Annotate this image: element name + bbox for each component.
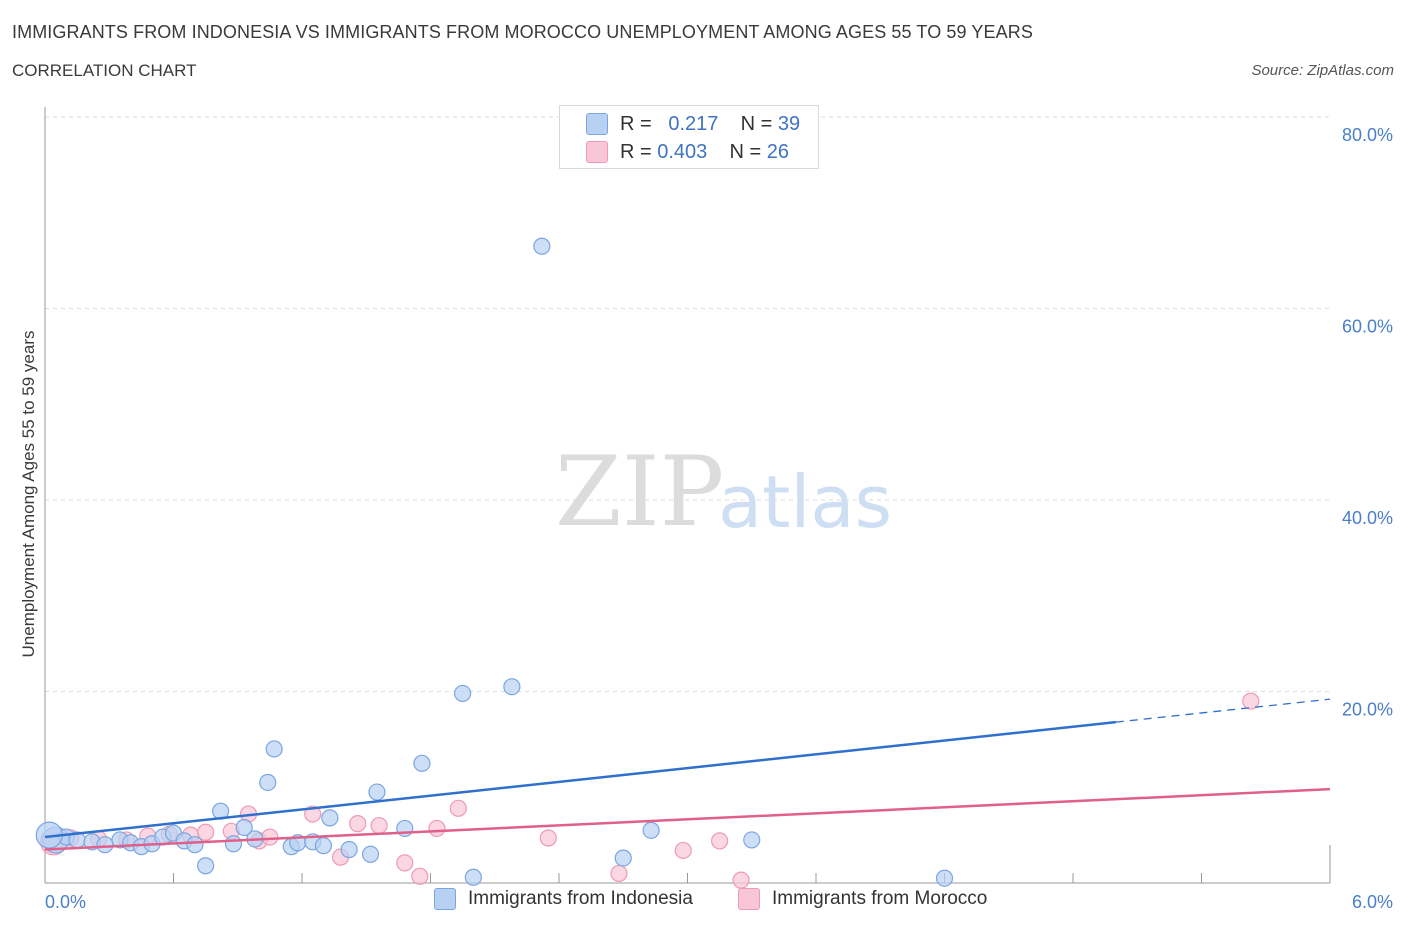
point-morocco	[411, 867, 429, 885]
point-morocco	[261, 828, 279, 846]
legend-row-morocco: R = 0.403 N = 26	[586, 139, 789, 165]
x-tick-label: 0.0%	[45, 892, 86, 912]
tick-labels: 20.0% 40.0% 60.0% 80.0% 0.0% 6.0% Unemployment…	[19, 125, 1393, 912]
point-morocco	[449, 799, 467, 817]
point-morocco	[610, 864, 628, 883]
trend-line-indonesia	[44, 720, 1116, 839]
x-tick-label: 6.0%	[1352, 892, 1393, 912]
legend-n-value: 39	[777, 112, 801, 135]
legend-r-value: 0.403	[657, 140, 708, 163]
point-morocco	[732, 871, 750, 889]
y-tick-label: 20.0%	[1342, 700, 1393, 720]
point-morocco	[711, 832, 729, 850]
point-indonesia	[361, 845, 380, 863]
point-indonesia	[614, 849, 632, 867]
y-tick-label: 80.0%	[1342, 125, 1393, 145]
legend-n-value: 26	[766, 140, 790, 163]
legend-r-label: R =	[620, 112, 652, 135]
trend-line-morocco	[44, 787, 1331, 851]
legend-r-value: 0.217	[668, 112, 719, 135]
point-indonesia	[935, 869, 954, 887]
trend-lines	[44, 698, 1331, 851]
watermark: ZIP atlas	[555, 436, 892, 548]
point-morocco	[674, 841, 692, 860]
point-morocco	[428, 819, 446, 838]
point-indonesia	[642, 821, 660, 839]
point-indonesia	[314, 837, 333, 855]
point-indonesia	[235, 818, 253, 837]
bottom-legend-label-morocco: Immigrants from Morocco	[772, 888, 988, 909]
point-indonesia	[186, 836, 204, 854]
point-morocco	[1242, 692, 1260, 710]
legend-swatch-morocco	[586, 141, 608, 163]
point-morocco	[539, 829, 557, 847]
point-morocco	[370, 816, 388, 835]
point-indonesia	[259, 773, 277, 792]
point-morocco	[304, 805, 322, 823]
bottom-legend-morocco: Immigrants from Morocco	[738, 888, 987, 910]
bottom-legend-indonesia: Immigrants from Indonesia	[434, 888, 693, 910]
point-indonesia	[413, 754, 431, 772]
gridlines	[45, 116, 1330, 692]
point-indonesia	[197, 857, 215, 875]
point-indonesia	[368, 783, 386, 801]
point-indonesia	[224, 835, 243, 853]
axes	[44, 107, 1331, 884]
point-indonesia	[265, 740, 283, 758]
bottom-legend-swatch-indonesia	[434, 888, 456, 910]
bottom-legend-label-indonesia: Immigrants from Indonesia	[468, 888, 693, 909]
legend-row-indonesia: R = 0.217 N = 39	[586, 111, 800, 137]
legend-r-label: R =	[620, 140, 652, 163]
watermark-atlas: atlas	[718, 460, 892, 544]
chart-subtitle: CORRELATION CHART	[12, 61, 197, 80]
point-indonesia	[464, 868, 482, 886]
point-indonesia	[340, 840, 358, 859]
point-morocco	[396, 854, 414, 872]
y-tick-label: 60.0%	[1342, 317, 1393, 337]
data-points	[35, 237, 1260, 889]
y-axis-label: Unemployment Among Ages 55 to 59 years	[19, 331, 38, 658]
watermark-zip: ZIP	[555, 436, 724, 548]
legend: R = 0.217 N = 39 R = 0.403 N = 26	[559, 105, 819, 169]
point-indonesia	[96, 836, 114, 854]
point-indonesia	[503, 678, 521, 696]
chart-title: IMMIGRANTS FROM INDONESIA VS IMMIGRANTS …	[12, 22, 1033, 42]
point-indonesia	[454, 684, 472, 703]
bottom-legend-swatch-morocco	[738, 888, 760, 910]
point-indonesia	[533, 237, 551, 255]
y-tick-label: 40.0%	[1342, 508, 1393, 528]
point-morocco	[197, 823, 215, 841]
point-indonesia	[743, 831, 761, 849]
source-label: Source: ZipAtlas.com	[1251, 62, 1394, 79]
trend-line-indonesia-extension	[1115, 698, 1331, 723]
point-indonesia	[321, 809, 339, 827]
point-morocco	[349, 815, 367, 833]
legend-n-label: N =	[729, 140, 762, 163]
legend-n-label: N =	[740, 112, 773, 135]
legend-swatch-indonesia	[586, 113, 608, 135]
